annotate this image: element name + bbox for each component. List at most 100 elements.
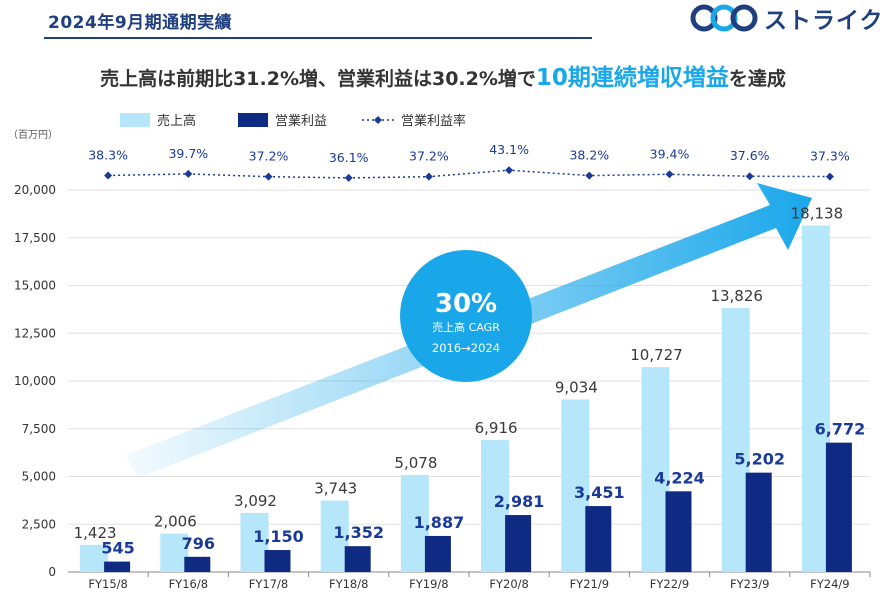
headline-highlight: 10期連続増収増益 bbox=[535, 65, 729, 91]
legend-label-margin: 営業利益率 bbox=[401, 113, 466, 129]
margin-label: 43.1% bbox=[489, 142, 529, 157]
margin-point bbox=[585, 171, 594, 180]
data-label-operating-profit: 796 bbox=[182, 534, 215, 553]
bar-sales bbox=[160, 533, 189, 572]
margin-point bbox=[264, 172, 273, 181]
x-tick-label: FY18/8 bbox=[329, 577, 368, 591]
bar-sales bbox=[481, 439, 510, 572]
bar-sales bbox=[240, 512, 269, 572]
bar-sales bbox=[80, 544, 109, 572]
bar-sales bbox=[641, 367, 670, 572]
x-tick-label: FY16/8 bbox=[169, 577, 208, 591]
logo-text: ストライク bbox=[764, 8, 884, 34]
legend-swatch-operating-profit bbox=[238, 113, 268, 127]
cagr-value: 30% bbox=[435, 289, 497, 319]
y-tick-label: 12,500 bbox=[14, 326, 56, 340]
x-tick-label: FY21/9 bbox=[570, 577, 609, 591]
headline-part1: 売上高は前期比31.2%増、営業利益は30.2%増で bbox=[100, 68, 536, 90]
data-label-operating-profit: 3,451 bbox=[574, 483, 625, 502]
x-tick-label: FY15/8 bbox=[88, 577, 127, 591]
x-tick-label: FY23/9 bbox=[730, 577, 769, 591]
data-label-operating-profit: 1,352 bbox=[333, 523, 384, 542]
data-label-sales: 13,826 bbox=[710, 287, 763, 305]
data-label-operating-profit: 1,887 bbox=[414, 513, 465, 532]
margin-line bbox=[108, 169, 830, 179]
margin-label: 36.1% bbox=[329, 150, 369, 165]
legend-label-operating-profit: 営業利益 bbox=[275, 113, 327, 129]
data-label-sales: 5,078 bbox=[394, 454, 437, 472]
data-label-sales: 6,916 bbox=[475, 419, 518, 437]
data-label-operating-profit: 4,224 bbox=[654, 468, 705, 487]
data-label-operating-profit: 1,150 bbox=[253, 527, 304, 546]
bar-sales bbox=[320, 500, 349, 572]
margin-label: 37.2% bbox=[249, 149, 289, 164]
x-tick-label: FY19/8 bbox=[409, 577, 448, 591]
bar-sales bbox=[400, 475, 429, 572]
headline: 売上高は前期比31.2%増、営業利益は30.2%増で10期連続増収増益を達成 bbox=[0, 58, 886, 92]
x-tick-label: FY24/9 bbox=[810, 577, 849, 591]
y-tick-label: 7,500 bbox=[22, 422, 56, 436]
y-tick-label: 17,500 bbox=[14, 231, 56, 245]
margin-point bbox=[745, 172, 754, 181]
y-tick-label: 0 bbox=[48, 565, 56, 579]
company-logo: ストライク bbox=[690, 2, 884, 34]
margin-point bbox=[424, 172, 433, 181]
bar-sales bbox=[801, 225, 830, 572]
data-label-operating-profit: 6,772 bbox=[815, 420, 866, 439]
bar-sales bbox=[721, 307, 750, 572]
margin-label: 38.3% bbox=[88, 147, 128, 162]
cagr-circle bbox=[400, 250, 532, 382]
margin-label: 37.2% bbox=[409, 149, 449, 164]
data-label-sales: 1,423 bbox=[74, 524, 117, 542]
margin-point bbox=[344, 173, 353, 182]
bar-operating-profit bbox=[184, 556, 211, 572]
margin-point bbox=[104, 171, 113, 180]
bar-operating-profit bbox=[505, 515, 532, 572]
bar-operating-profit bbox=[104, 561, 131, 572]
margin-point bbox=[825, 172, 834, 181]
bar-operating-profit bbox=[665, 491, 692, 572]
cagr-label: 売上高 CAGR bbox=[432, 320, 500, 334]
data-label-sales: 9,034 bbox=[555, 378, 598, 396]
bar-sales bbox=[561, 399, 590, 572]
x-tick-label: FY17/8 bbox=[249, 577, 288, 591]
data-label-operating-profit: 5,202 bbox=[734, 450, 785, 469]
y-tick-label: 5,000 bbox=[22, 470, 56, 484]
cagr-period: 2016→2024 bbox=[432, 341, 500, 355]
bar-operating-profit bbox=[825, 442, 852, 572]
data-label-sales: 3,092 bbox=[234, 492, 277, 510]
margin-label: 39.7% bbox=[168, 146, 208, 161]
data-label-sales: 2,006 bbox=[154, 513, 197, 531]
bar-operating-profit bbox=[424, 535, 451, 572]
data-label-operating-profit: 2,981 bbox=[494, 492, 545, 511]
y-tick-label: 15,000 bbox=[14, 279, 56, 293]
page-title: 2024年9月期通期実績 bbox=[48, 13, 233, 33]
bar-operating-profit bbox=[745, 472, 772, 572]
data-label-sales: 3,743 bbox=[314, 480, 357, 498]
legend-swatch-sales bbox=[120, 113, 150, 127]
data-label-sales: 18,138 bbox=[791, 205, 844, 223]
headline-part2: を達成 bbox=[728, 68, 786, 90]
bar-operating-profit bbox=[264, 550, 291, 572]
margin-point bbox=[184, 169, 193, 178]
legend-label-sales: 売上高 bbox=[157, 113, 196, 129]
margin-point bbox=[665, 170, 674, 179]
data-label-sales: 10,727 bbox=[630, 346, 683, 364]
x-tick-label: FY20/8 bbox=[489, 577, 528, 591]
margin-point bbox=[505, 166, 514, 175]
margin-label: 37.6% bbox=[730, 148, 770, 163]
logo-icon bbox=[690, 4, 758, 32]
y-tick-label: 10,000 bbox=[14, 374, 56, 388]
y-tick-label: 20,000 bbox=[14, 183, 56, 197]
margin-label: 38.2% bbox=[569, 148, 609, 163]
margin-label: 39.4% bbox=[650, 146, 690, 161]
y-tick-label: 2,500 bbox=[22, 517, 56, 531]
y-unit-label: （百万円） bbox=[8, 129, 58, 141]
x-tick-label: FY22/9 bbox=[650, 577, 689, 591]
margin-label: 37.3% bbox=[810, 149, 850, 164]
legend-marker-margin bbox=[374, 116, 382, 124]
data-label-operating-profit: 545 bbox=[101, 539, 134, 558]
bar-operating-profit bbox=[585, 506, 612, 572]
title-underline bbox=[44, 37, 592, 39]
